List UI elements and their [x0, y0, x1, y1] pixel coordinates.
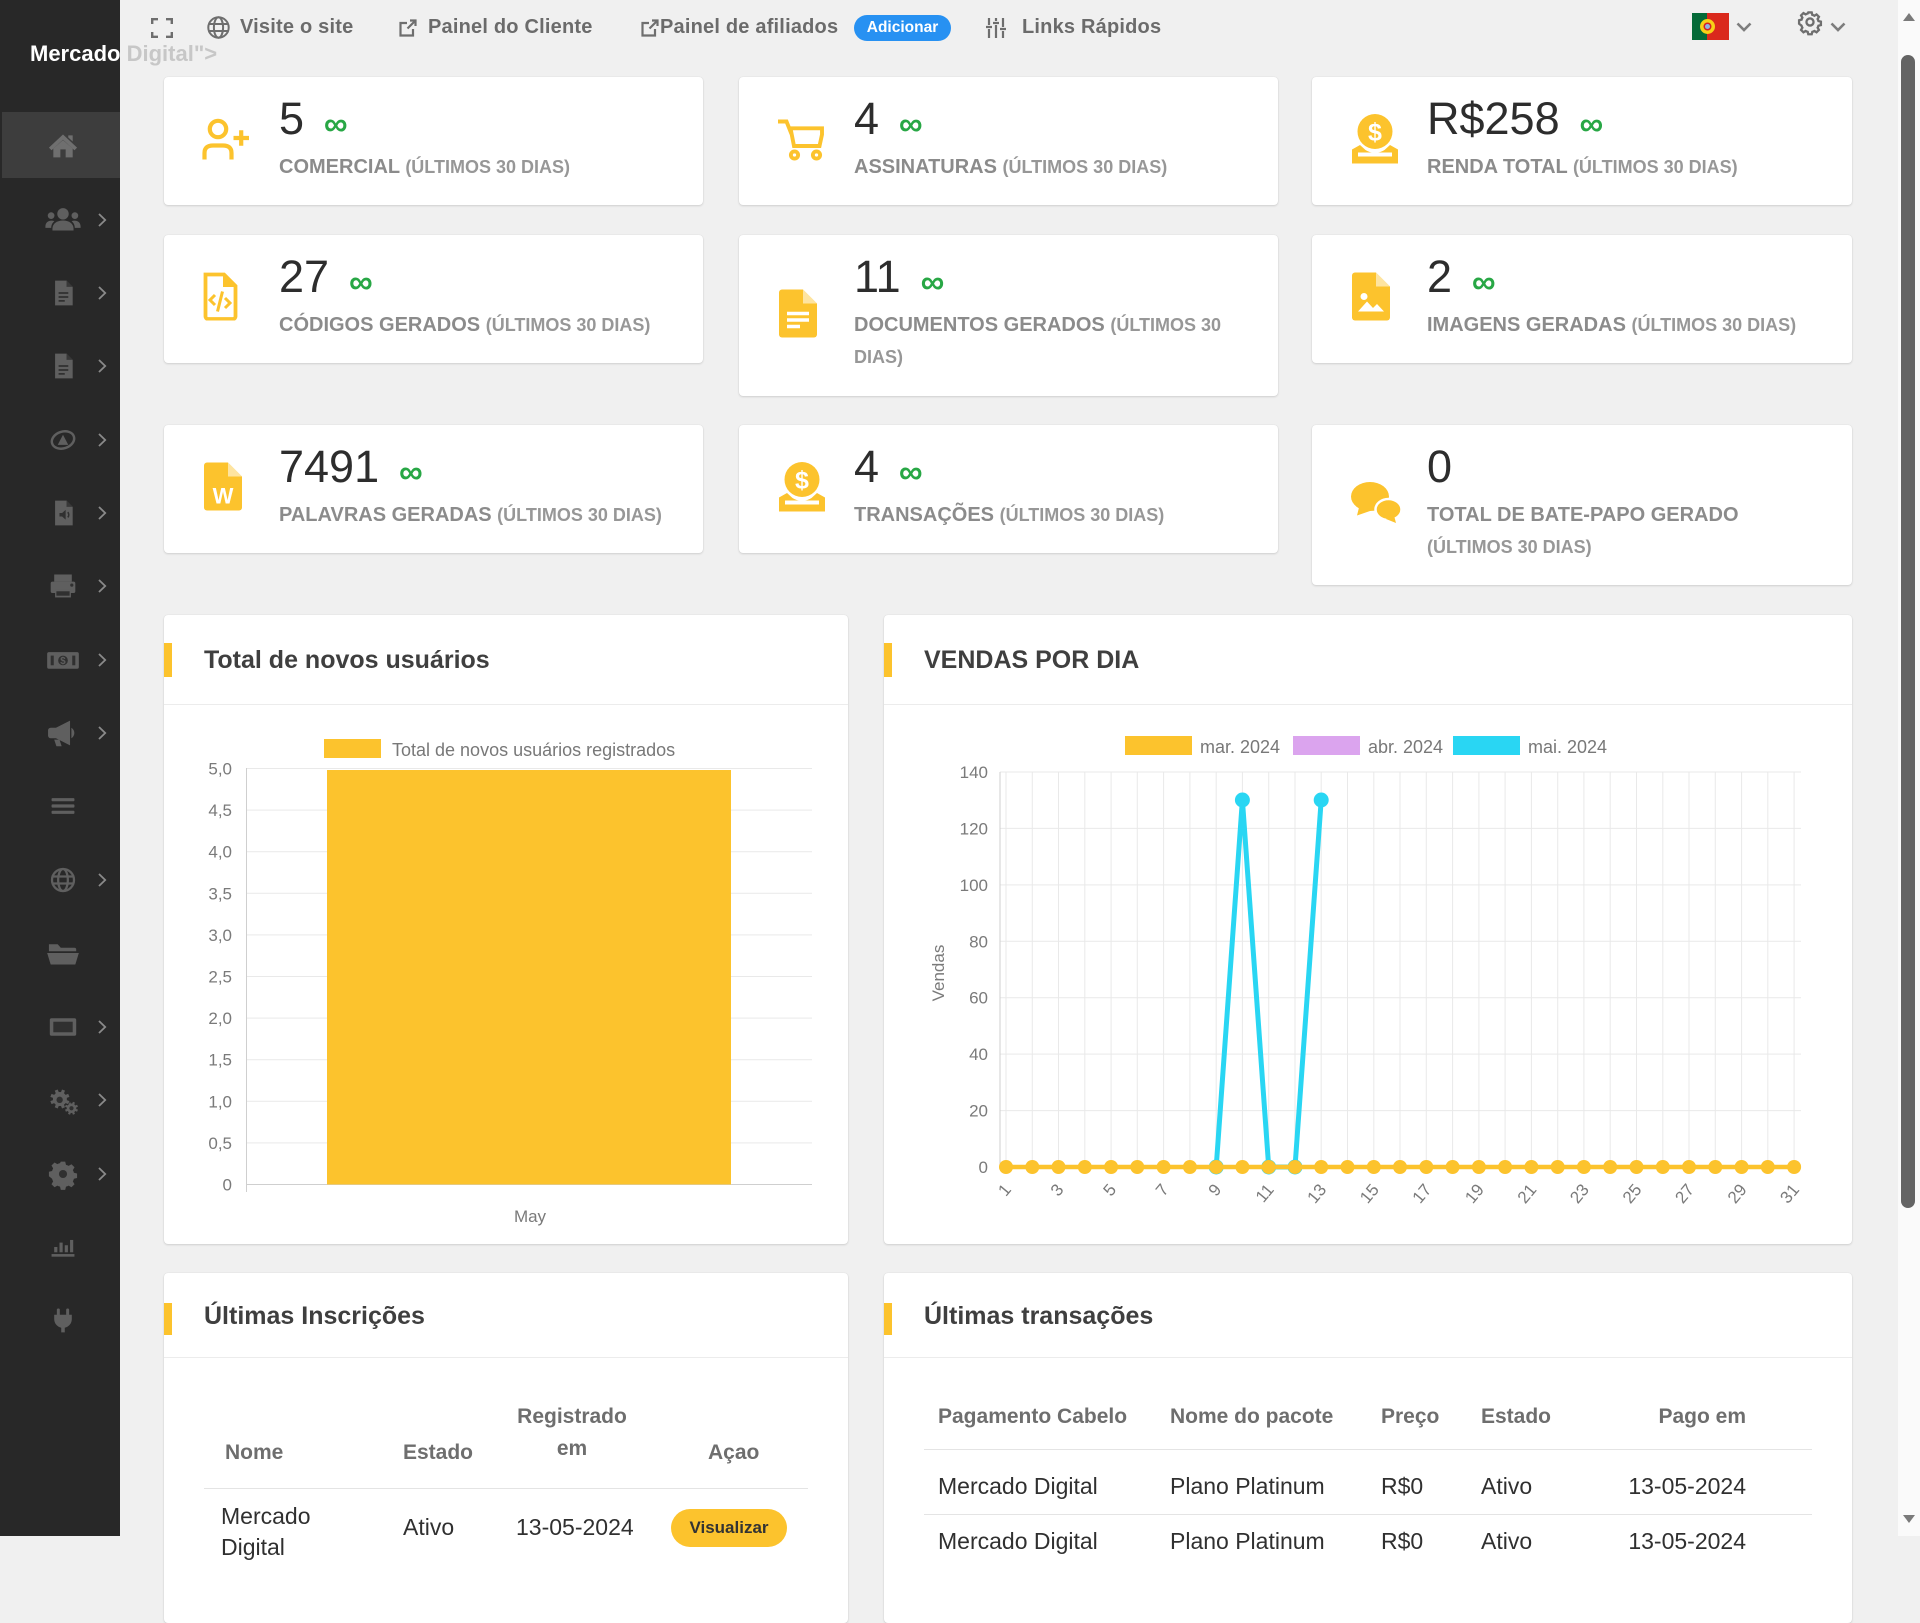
- svg-text:1,5: 1,5: [208, 1051, 232, 1070]
- svg-text:140: 140: [960, 763, 988, 782]
- svg-text:mai. 2024: mai. 2024: [1528, 737, 1607, 757]
- svg-text:5,0: 5,0: [208, 760, 232, 779]
- svg-text:3,5: 3,5: [208, 884, 232, 903]
- svg-text:2,5: 2,5: [208, 968, 232, 987]
- svg-text:3,0: 3,0: [208, 926, 232, 945]
- svg-text:120: 120: [960, 819, 988, 838]
- svg-text:abr. 2024: abr. 2024: [1368, 737, 1443, 757]
- svg-text:19: 19: [1461, 1180, 1488, 1207]
- svg-text:1,0: 1,0: [208, 1092, 232, 1111]
- svg-text:25: 25: [1619, 1180, 1646, 1207]
- svg-text:$: $: [60, 656, 66, 667]
- svg-text:40: 40: [969, 1045, 988, 1064]
- svg-text:W: W: [213, 484, 234, 509]
- svg-text:20: 20: [969, 1102, 988, 1121]
- svg-text:Total de novos usuários regist: Total de novos usuários registrados: [392, 740, 675, 760]
- svg-text:2,0: 2,0: [208, 1009, 232, 1028]
- svg-text:4,5: 4,5: [208, 801, 232, 820]
- svg-text:4,0: 4,0: [208, 843, 232, 862]
- svg-text:27: 27: [1671, 1180, 1698, 1207]
- svg-text:mar. 2024: mar. 2024: [1200, 737, 1280, 757]
- svg-text:1: 1: [994, 1180, 1015, 1199]
- svg-text:13: 13: [1304, 1180, 1331, 1207]
- svg-text:3: 3: [1047, 1180, 1068, 1199]
- svg-text:17: 17: [1409, 1180, 1436, 1207]
- svg-text:11: 11: [1252, 1180, 1278, 1206]
- svg-text:100: 100: [960, 876, 988, 895]
- svg-text:29: 29: [1724, 1180, 1751, 1207]
- svg-text:0,5: 0,5: [208, 1134, 232, 1153]
- svg-text:9: 9: [1205, 1180, 1226, 1199]
- svg-text:$: $: [795, 467, 809, 495]
- svg-text:$: $: [1368, 119, 1382, 147]
- svg-text:May: May: [514, 1207, 547, 1226]
- svg-text:5: 5: [1100, 1180, 1121, 1199]
- svg-text:15: 15: [1356, 1180, 1383, 1207]
- svg-text:23: 23: [1566, 1180, 1593, 1207]
- svg-text:Vendas: Vendas: [929, 945, 948, 1002]
- svg-text:21: 21: [1514, 1180, 1541, 1207]
- svg-text:0: 0: [979, 1158, 988, 1177]
- svg-text:31: 31: [1776, 1180, 1803, 1207]
- svg-text:7: 7: [1152, 1180, 1173, 1199]
- svg-text:0: 0: [223, 1176, 232, 1195]
- svg-text:60: 60: [969, 989, 988, 1008]
- svg-text:80: 80: [969, 932, 988, 951]
